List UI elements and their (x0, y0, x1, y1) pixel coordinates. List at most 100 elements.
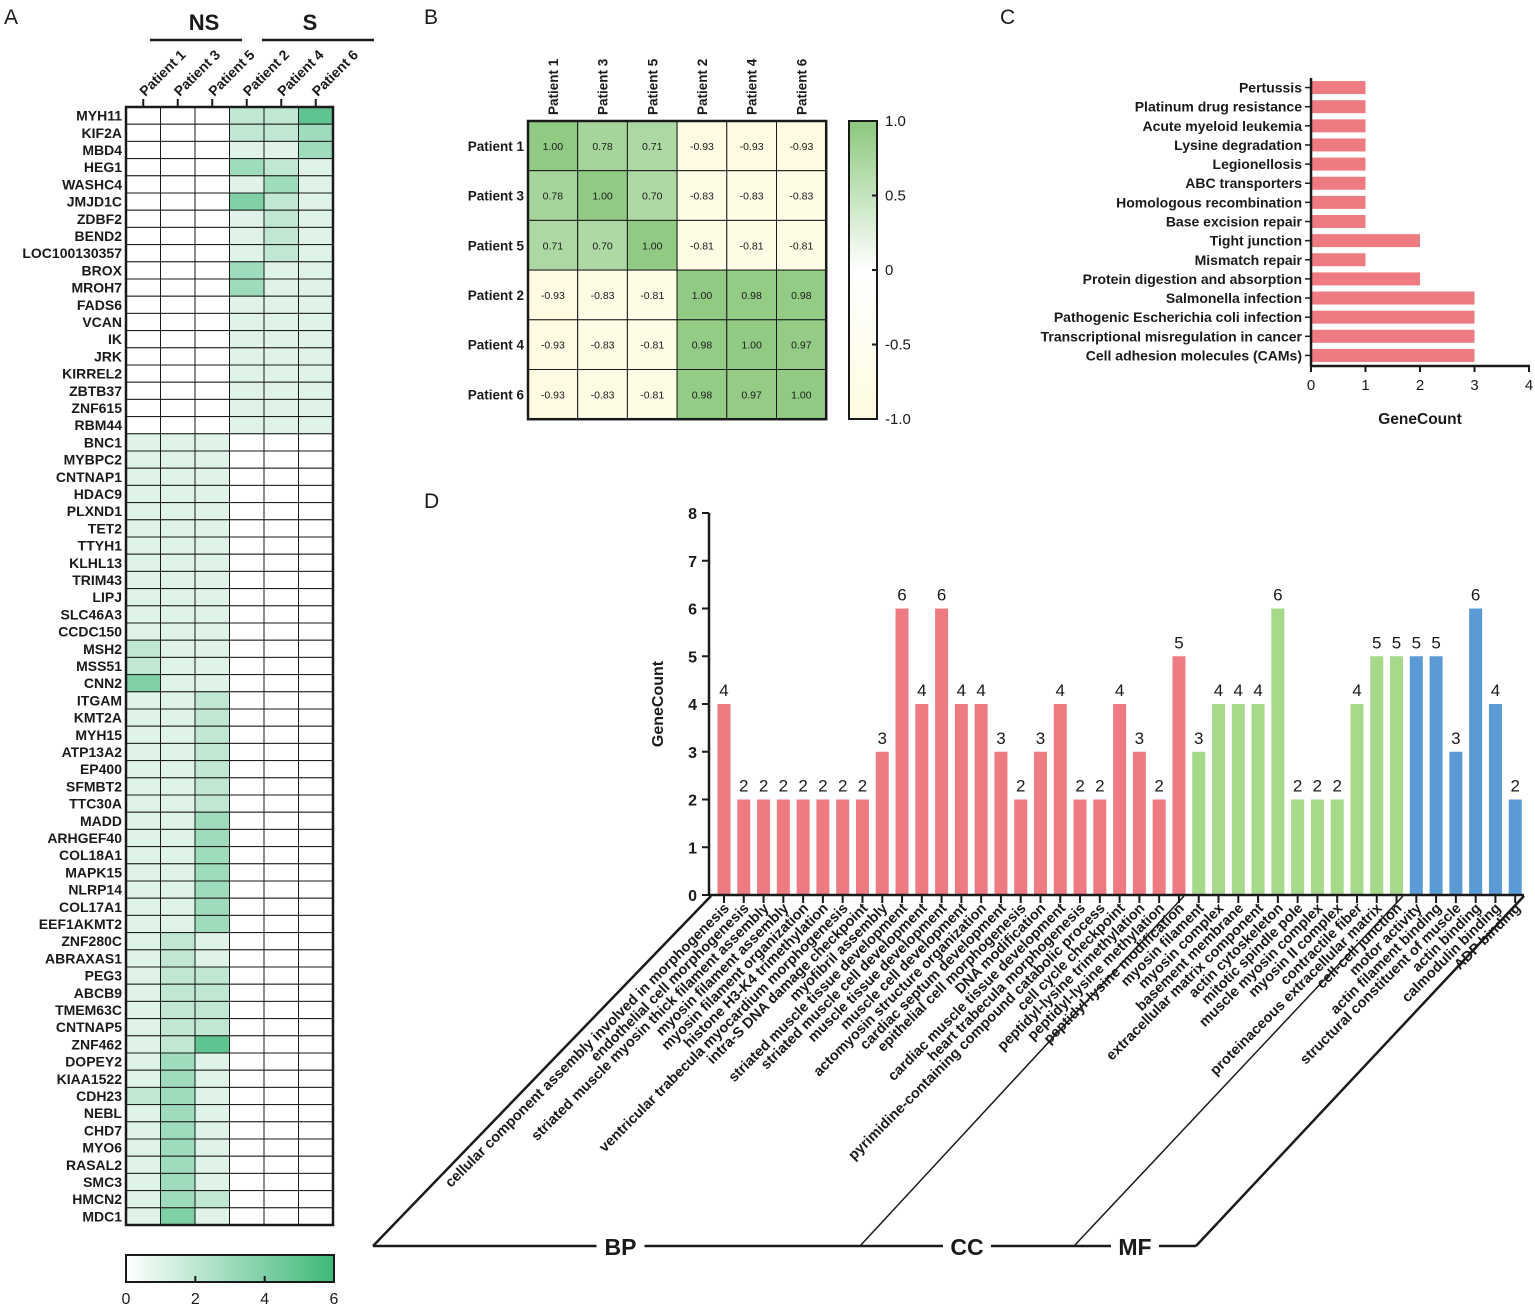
heatmap-cell (125, 828, 161, 848)
correlation-cell (577, 319, 628, 370)
y-tick-label: 2 (688, 793, 697, 810)
heatmap-cell (160, 226, 196, 246)
pathway-label: Pathogenic Escherichia coli infection (1054, 309, 1302, 325)
heatmap-cell (160, 1086, 196, 1106)
heatmap-cell (160, 674, 196, 693)
heatmap-cell (263, 209, 299, 228)
heatmap-cell (125, 811, 161, 830)
heatmap-cell (229, 1121, 265, 1140)
bracket-left-edge (372, 895, 712, 1247)
correlation-value-label: 1.00 (791, 389, 812, 401)
heatmap-cell (125, 983, 161, 1002)
heatmap-cell (194, 1190, 230, 1209)
heatmap-cell (298, 123, 334, 142)
heatmap-cell (125, 674, 161, 693)
colorbar-a (125, 1254, 335, 1283)
kegg-bar (1311, 253, 1366, 267)
gene-row-label: BEND2 (75, 228, 123, 244)
go-bar (1033, 751, 1047, 895)
pathway-label: Legionellosis (1213, 156, 1303, 172)
heatmap-cell (229, 983, 265, 1002)
heatmap-cell (194, 949, 230, 968)
heatmap-cell (229, 708, 265, 727)
heatmap-cell (298, 1138, 334, 1157)
heatmap-cell (263, 536, 299, 555)
heatmap-cell (125, 1121, 161, 1140)
heatmap-cell (125, 1086, 161, 1106)
pathway-label: Base excision repair (1166, 214, 1303, 230)
heatmap-cell (263, 140, 299, 160)
heatmap-cell (194, 158, 230, 177)
go-bar (737, 799, 751, 895)
heatmap-cell (125, 364, 161, 383)
row-patient-label: Patient 1 (468, 139, 525, 154)
heatmap-cell (194, 880, 230, 899)
bar-value-label: 2 (1510, 777, 1519, 796)
heatmap-cell (263, 828, 299, 848)
pathway-label: Platinum drug resistance (1135, 99, 1302, 115)
correlation-cell (776, 120, 827, 172)
heatmap-cell (298, 106, 334, 125)
correlation-value-label: 0.71 (543, 240, 564, 252)
gene-row-label: TET2 (88, 520, 122, 536)
x-tick-label: 1 (1361, 377, 1369, 394)
heatmap-cell (298, 140, 334, 160)
correlation-cell (577, 120, 628, 172)
kegg-bar (1311, 291, 1475, 305)
kegg-bar (1311, 138, 1366, 152)
heatmap-cell (160, 106, 196, 125)
heatmap-cell (229, 553, 265, 572)
heatmap-cell (194, 519, 230, 538)
heatmap-cell (194, 846, 230, 865)
heatmap-cell (160, 932, 196, 951)
heatmap-cell (125, 742, 161, 762)
heatmap-cell (160, 467, 196, 486)
go-bar (1231, 704, 1245, 895)
gene-row-label: TTYH1 (78, 538, 123, 554)
heatmap-cell (229, 1172, 265, 1192)
heatmap-cell (229, 949, 265, 968)
heatmap-cell (194, 295, 230, 314)
heatmap-cell (160, 828, 196, 848)
row-patient-label: Patient 5 (468, 238, 525, 253)
gene-row-label: KIRREL2 (62, 366, 122, 382)
gene-row-label: ZDBF2 (77, 211, 122, 227)
go-bar (1488, 704, 1502, 895)
heatmap-cell (298, 502, 334, 521)
heatmap-cell (194, 1086, 230, 1106)
bar-value-label: 3 (1036, 729, 1045, 748)
heatmap-cell (125, 244, 161, 263)
heatmap-cell (229, 433, 265, 452)
heatmap-cell (229, 467, 265, 486)
heatmap-cell (298, 484, 334, 504)
heatmap-cell (229, 794, 265, 813)
heatmap-cell (298, 209, 334, 228)
heatmap-cell (298, 433, 334, 452)
bar-value-label: 3 (1194, 729, 1203, 748)
heatmap-cell (194, 863, 230, 882)
go-bar (1350, 704, 1364, 895)
pathway-label: Acute myeloid leukemia (1142, 118, 1302, 134)
heatmap-cell (125, 760, 161, 779)
column-patient-label: Patient 4 (745, 58, 760, 115)
kegg-bar (1311, 310, 1475, 324)
heatmap-cell (263, 846, 299, 865)
heatmap-cell (298, 1018, 334, 1037)
go-bar (1172, 656, 1186, 895)
heatmap-cell (125, 725, 161, 744)
heatmap-cell (229, 295, 265, 314)
heatmap-cell (160, 261, 196, 280)
correlation-cell (776, 319, 827, 370)
correlation-value-label: -0.93 (789, 141, 813, 153)
gene-row-label: VCAN (82, 314, 122, 330)
heatmap-cell (160, 691, 196, 710)
heatmap-cell (263, 863, 299, 882)
colorbar-tick-label: 4 (260, 1291, 269, 1308)
heatmap-cell (125, 519, 161, 538)
correlation-value-label: -0.93 (690, 141, 714, 153)
heatmap-cell (194, 364, 230, 383)
heatmap-cell (298, 1104, 334, 1123)
heatmap-cell (263, 433, 299, 452)
heatmap-cell (229, 914, 265, 934)
bar-value-label: 3 (996, 729, 1005, 748)
